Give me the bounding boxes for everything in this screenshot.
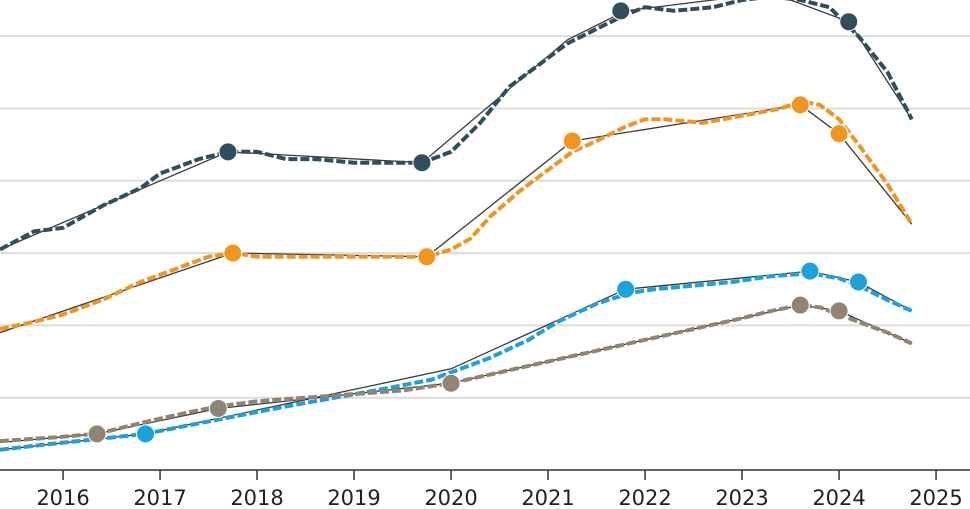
x-tick-label: 2018	[230, 486, 283, 509]
series-line-2	[0, 99, 914, 331]
x-tick-label: 2016	[36, 486, 89, 509]
series-2-marker	[223, 243, 243, 263]
series-3-marker	[848, 272, 868, 292]
series-4-marker	[790, 295, 810, 315]
series-1-marker	[611, 1, 631, 21]
series-3-marker	[136, 424, 155, 444]
series-2-marker	[417, 247, 437, 267]
gridlines	[0, 35, 970, 399]
series-3-marker	[616, 279, 636, 299]
x-tick-label: 2025	[909, 486, 962, 509]
x-tick-label: 2024	[812, 486, 865, 509]
series-4-marker	[441, 373, 461, 393]
series-line-4	[0, 303, 913, 444]
x-axis: 2016 2017 2018 2019 2020 2021 2022 2023 2024 2025	[0, 469, 970, 509]
x-tick-label: 2022	[618, 486, 671, 509]
trend-line-1	[0, 0, 913, 251]
series-2-marker	[562, 131, 582, 151]
x-tick-label: 2021	[521, 486, 574, 509]
trend-line-2	[0, 104, 913, 334]
x-tick-label: 2019	[327, 486, 380, 509]
x-tick-label: 2020	[424, 486, 477, 509]
series-3-marker	[800, 261, 820, 281]
series-4-marker	[829, 301, 849, 321]
series-4-marker	[208, 399, 228, 419]
series-1-marker	[839, 12, 859, 32]
series-line-1	[0, 0, 914, 252]
series-1-marker	[412, 153, 432, 173]
series-2-marker	[790, 95, 810, 115]
series-4-marker	[87, 424, 107, 444]
series-1-marker	[218, 142, 238, 162]
x-tick-label: 2017	[133, 486, 186, 509]
series-markers	[87, 1, 868, 444]
x-tick-label: 2023	[715, 486, 768, 509]
series-2-marker	[829, 124, 849, 144]
